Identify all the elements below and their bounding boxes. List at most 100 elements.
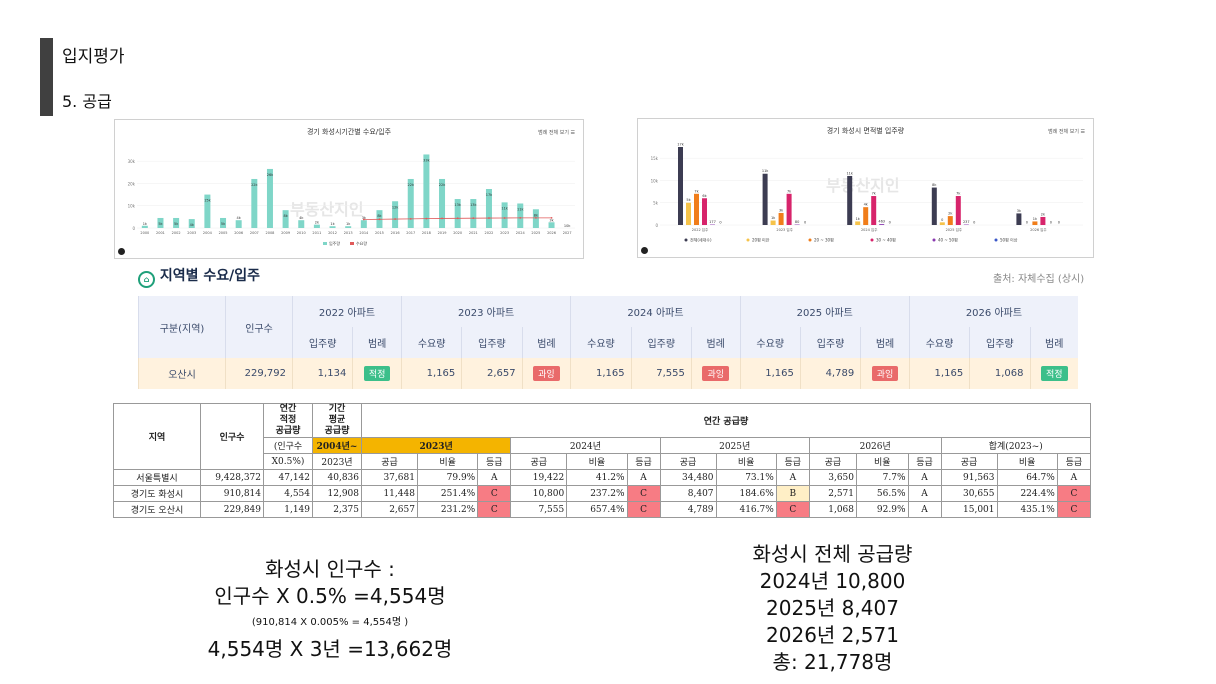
demand-point <box>472 217 475 220</box>
x-tick-label: 2018 <box>422 231 431 235</box>
cell-legend: 적정 <box>352 358 402 389</box>
watermark: 부동산지인 <box>290 200 364 219</box>
bar <box>517 203 524 228</box>
cell-annual-proper: 1,149 <box>263 501 313 518</box>
cell-ratio: 92.9% <box>856 501 909 518</box>
sub-supply: 입주량 <box>969 327 1030 358</box>
bar-value-label: 11k <box>846 171 853 175</box>
col-population: 인구수 <box>200 403 264 470</box>
y-tick-label: 20k <box>128 181 136 186</box>
x-tick-label: 2017 <box>406 231 415 235</box>
demand-point <box>534 216 537 219</box>
x-tick-label: 2005 <box>219 231 228 235</box>
col-year-2022: 2022 아파트 <box>292 296 402 327</box>
sub-demand: 수요량 <box>739 327 801 358</box>
bar-value-label: 13k <box>454 203 461 207</box>
bar <box>220 217 227 228</box>
bar-value-label: 22k <box>439 183 446 187</box>
demand-point <box>456 217 459 220</box>
bar <box>786 193 792 225</box>
annual-supply-table: 지역 인구수 연간 적정 공급량 기간 평균 공급량 연간 공급량 (인구수 2… <box>113 403 1092 518</box>
x-tick-label: 2012 <box>328 231 337 235</box>
legend-entry: 40 ~ 50평 <box>938 237 958 243</box>
bar-value-label: 17k <box>486 193 493 197</box>
demand-point <box>362 218 365 221</box>
col-region: 구분(지역) <box>138 296 226 358</box>
cell-supply: 34,480 <box>659 469 717 486</box>
x-tick-label: 2014 <box>359 231 369 235</box>
legend-entry: 입주량 <box>329 240 340 246</box>
bar-value-label: 1k <box>346 222 351 226</box>
x-tick-label: 2010 <box>297 231 306 235</box>
bar <box>407 178 414 228</box>
calc-left: 화성시 인구수 : 인구수 X 0.5% =4,554명 (910,814 X … <box>170 556 490 663</box>
calc-right-line4: 2026년 2,571 <box>766 623 899 647</box>
bar <box>298 220 305 228</box>
x-tick-label: 2019 <box>438 231 447 235</box>
cell-demand: 1,165 <box>570 358 632 389</box>
sub-ratio: 비율 <box>566 453 628 470</box>
legend-entry: 50평 이상 <box>1000 237 1018 243</box>
calc-right-line1: 화성시 전체 공급량 <box>752 542 913 566</box>
cell-ratio: 416.7% <box>715 501 777 518</box>
cell-grade: A <box>775 469 810 486</box>
bar <box>204 194 211 228</box>
region-supply-table: 구분(지역) 인구수 2022 아파트 2023 아파트 2024 아파트 20… <box>138 296 1078 389</box>
chart2-title: 경기 화성시 면적별 입주량 <box>826 127 905 135</box>
bar <box>1016 213 1022 225</box>
cell-supply: 2,657 <box>361 501 418 518</box>
hamburger-icon[interactable]: ☰ <box>570 130 575 136</box>
sub-annual-formula: (인구수 <box>263 437 313 454</box>
cell-supply: 1,134 <box>291 358 353 389</box>
bar-value-label: 5k <box>221 222 226 226</box>
bar-value-label: 3k <box>362 216 367 220</box>
bar-value-label: 1k <box>143 222 148 226</box>
legend-entry: 20평 미만 <box>752 237 770 243</box>
sub-supply: 입주량 <box>799 327 861 358</box>
bar-value-label: 237 <box>963 220 970 224</box>
hamburger-icon[interactable]: ☰ <box>1080 129 1085 135</box>
cell-grade: C <box>1056 485 1092 502</box>
sub-demand: 수요량 <box>400 327 462 358</box>
bar-value-label: 1k <box>1033 217 1038 221</box>
chart1-menu[interactable]: 범례 전체 보기 ☰ <box>538 129 575 136</box>
cell-grade: C <box>626 501 661 518</box>
sub-supply: 공급 <box>940 453 998 470</box>
source-note: 출처: 자체수집 (상시) <box>993 274 1085 285</box>
x-tick-label: 2026 <box>547 231 556 235</box>
x-tick-label: 2008 <box>266 231 275 235</box>
x-tick-label: 2003 <box>187 231 196 235</box>
x-tick-label: 2015 <box>375 231 384 235</box>
x-tick-label: 2001 <box>156 231 165 235</box>
chart1-menu-label: 범례 전체 보기 <box>538 130 569 136</box>
x-tick-label: 2025 입주 <box>946 227 963 232</box>
cell-population: 229,792 <box>225 358 293 389</box>
cell-demand: 1,165 <box>739 358 801 389</box>
legend-swatch <box>684 238 688 242</box>
cell-legend: 과잉 <box>690 358 741 389</box>
bar-value-label: 0 <box>804 221 806 225</box>
col-2025: 2025년 <box>659 437 810 454</box>
sub-legend: 범례 <box>352 327 402 358</box>
demand-point <box>409 217 412 220</box>
cell-demand: 1,165 <box>908 358 970 389</box>
cell-period-average: 12,908 <box>312 485 362 502</box>
bar-value-label: 6k <box>702 194 707 198</box>
x-tick-label: 2000 <box>140 231 149 235</box>
chart2-menu[interactable]: 범례 전체 보기 ☰ <box>1048 128 1085 135</box>
y-tick-label: 0 <box>655 223 658 228</box>
bar-value-label: 3k <box>779 208 784 212</box>
bar-value-label: 5k <box>174 222 179 226</box>
bar-value-label: 11k <box>501 206 508 210</box>
bar <box>702 198 707 225</box>
bar-value-label: 0 <box>719 221 721 225</box>
chart1-logo-icon <box>118 248 125 255</box>
legend-swatch <box>808 238 812 242</box>
calc-left-line2: 인구수 X 0.5% =4,554명 <box>214 584 446 608</box>
cell-supply: 4,789 <box>799 358 861 389</box>
x-tick-label: 2023 입주 <box>776 227 793 232</box>
sub-supply: 공급 <box>659 453 717 470</box>
cell-supply: 1,068 <box>969 358 1030 389</box>
cell-ratio: 237.2% <box>566 485 628 502</box>
col-population: 인구수 <box>225 296 293 358</box>
